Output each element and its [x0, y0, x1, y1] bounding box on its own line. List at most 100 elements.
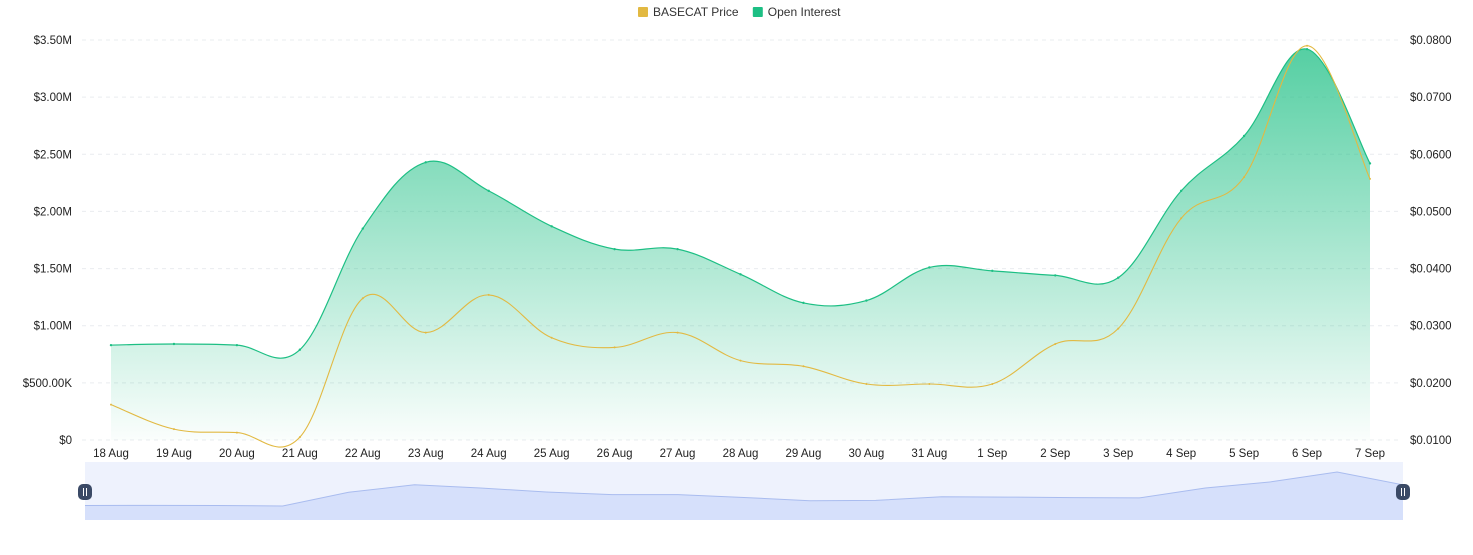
y-left-tick-4: $2.00M: [34, 206, 72, 218]
price-point-16: [1117, 327, 1120, 330]
open-interest-point-0: [109, 343, 113, 347]
open-interest-point-20: [1368, 162, 1372, 165]
open-interest-point-3: [298, 348, 302, 351]
open-interest-point-17: [1179, 189, 1183, 193]
price-point-6: [487, 293, 490, 296]
x-tick-8: 26 Aug: [597, 448, 633, 460]
price-point-13: [928, 383, 931, 385]
price-point-12: [865, 383, 868, 385]
price-point-2: [235, 431, 238, 434]
range-navigator[interactable]: [78, 462, 1410, 520]
y-right-tick-6: $0.0700: [1410, 92, 1452, 104]
x-tick-1: 19 Aug: [156, 448, 192, 460]
y-right-tick-2: $0.0300: [1410, 321, 1452, 333]
x-tick-17: 4 Sep: [1166, 448, 1196, 460]
price-point-3: [298, 436, 301, 439]
open-interest-point-13: [928, 266, 931, 269]
price-point-20: [1369, 177, 1371, 180]
price-point-10: [739, 359, 742, 362]
y-left-tick-5: $2.50M: [34, 149, 72, 161]
y-right-tick-4: $0.0500: [1410, 206, 1452, 218]
x-tick-5: 23 Aug: [408, 448, 444, 460]
navigator-line: [84, 471, 1404, 507]
price-line: [110, 45, 1371, 448]
y-right-tick-0: $0.0100: [1410, 435, 1452, 447]
open-interest-point-2: [235, 343, 239, 347]
x-tick-4: 22 Aug: [345, 448, 381, 460]
x-tick-9: 27 Aug: [660, 448, 696, 460]
open-interest-point-4: [361, 227, 364, 230]
x-tick-13: 31 Aug: [911, 448, 947, 460]
y-left-tick-7: $3.50M: [34, 35, 72, 47]
price-point-19: [1306, 44, 1309, 47]
price-point-9: [676, 331, 679, 334]
y-left-tick-0: $0: [59, 435, 72, 447]
price-point-7: [550, 336, 553, 339]
x-tick-16: 3 Sep: [1103, 448, 1133, 460]
legend-label-0: BASECAT Price: [653, 5, 739, 19]
open-interest-point-16: [1117, 276, 1120, 279]
open-interest-point-14: [991, 269, 994, 273]
x-tick-12: 30 Aug: [848, 448, 884, 460]
x-tick-6: 24 Aug: [471, 448, 507, 460]
open-interest-point-8: [613, 247, 616, 251]
y-right-tick-5: $0.0600: [1410, 149, 1452, 161]
open-interest-point-18: [1242, 134, 1246, 138]
price-point-0: [110, 403, 112, 406]
x-tick-3: 21 Aug: [282, 448, 318, 460]
x-tick-20: 7 Sep: [1355, 448, 1385, 460]
y-right-tick-7: $0.0800: [1410, 35, 1452, 47]
price-point-8: [613, 346, 616, 349]
open-interest-point-19: [1305, 47, 1309, 51]
y-axis-left: $0 $500.00K $1.00M $1.50M $2.00M $2.50M $3.00M…: [23, 35, 73, 447]
navigator-handle-end[interactable]: [1396, 484, 1410, 500]
y-right-tick-1: $0.0200: [1410, 378, 1452, 390]
price-point-14: [991, 383, 994, 385]
price-point-4: [361, 297, 364, 300]
open-interest-point-9: [676, 247, 679, 251]
navigator-area: [85, 472, 1403, 520]
x-tick-15: 2 Sep: [1040, 448, 1070, 460]
open-interest-line: [110, 48, 1371, 359]
open-interest-area: [111, 48, 1370, 440]
price-point-5: [424, 331, 427, 334]
open-interest-point-5: [424, 161, 427, 164]
price-point-11: [802, 365, 805, 368]
navigator-handle-start[interactable]: [78, 484, 92, 500]
price-point-18: [1243, 176, 1246, 179]
y-left-tick-6: $3.00M: [34, 92, 72, 104]
open-interest-point-12: [865, 299, 868, 302]
open-interest-point-7: [550, 225, 553, 228]
price-point-1: [172, 428, 175, 431]
open-interest-point-1: [172, 342, 176, 346]
price-point-15: [1054, 343, 1057, 345]
legend-swatch-0: [638, 7, 648, 17]
x-tick-7: 25 Aug: [534, 448, 570, 460]
y-left-tick-3: $1.50M: [34, 264, 72, 276]
x-axis: 18 Aug 19 Aug 20 Aug 21 Aug 22 Aug 23 Aug 24 A…: [93, 448, 1385, 460]
x-tick-0: 18 Aug: [93, 448, 129, 460]
navigator-handle-body[interactable]: [78, 484, 92, 500]
series-layer: [109, 44, 1372, 448]
open-interest-point-10: [739, 273, 742, 276]
y-axis-right: $0.0100 $0.0200 $0.0300 $0.0400 $0.0500 $0.06…: [1410, 35, 1452, 447]
legend-swatch-1: [752, 7, 763, 17]
navigator-handle-body[interactable]: [1396, 484, 1410, 500]
open-interest-point-6: [487, 189, 490, 193]
y-right-tick-3: $0.0400: [1410, 264, 1452, 276]
x-tick-14: 1 Sep: [977, 448, 1007, 460]
x-tick-10: 28 Aug: [723, 448, 759, 460]
chart-legend: BASECAT Price Open Interest: [638, 5, 841, 19]
price-point-17: [1180, 217, 1183, 220]
y-left-tick-2: $1.00M: [34, 321, 72, 333]
open-interest-point-11: [802, 301, 805, 305]
x-tick-18: 5 Sep: [1229, 448, 1259, 460]
legend-label-1: Open Interest: [768, 5, 841, 19]
y-left-tick-1: $500.00K: [23, 378, 73, 390]
x-tick-2: 20 Aug: [219, 448, 255, 460]
x-tick-11: 29 Aug: [786, 448, 822, 460]
x-tick-19: 6 Sep: [1292, 448, 1322, 460]
open-interest-point-15: [1054, 274, 1057, 277]
